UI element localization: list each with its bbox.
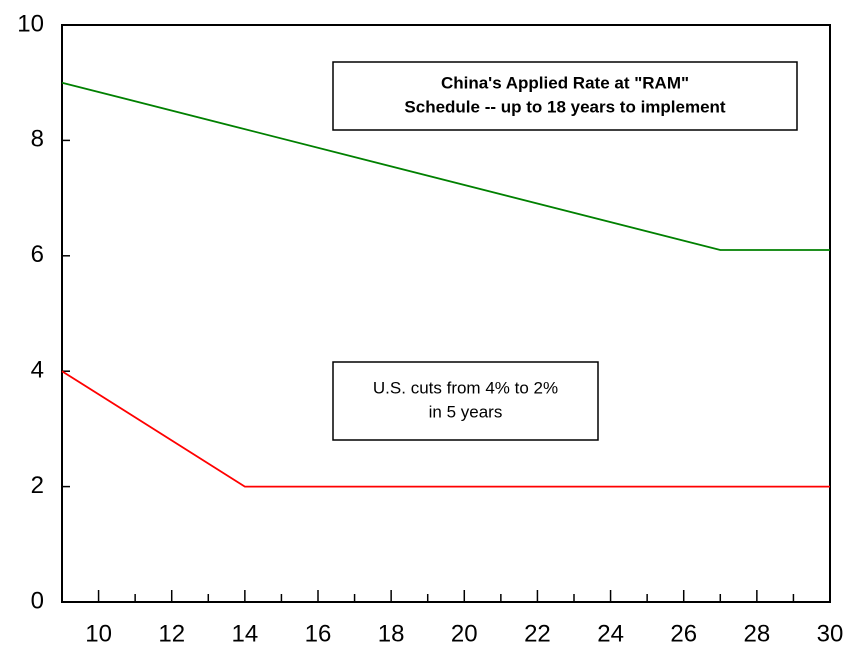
y-tick-label: 2 bbox=[31, 472, 44, 499]
x-tick-label: 10 bbox=[85, 620, 112, 647]
x-tick-label: 30 bbox=[817, 620, 844, 647]
x-tick-label: 28 bbox=[744, 620, 771, 647]
annotation-text: in 5 years bbox=[429, 402, 503, 421]
x-tick-label: 18 bbox=[378, 620, 405, 647]
annotation-text: Schedule -- up to 18 years to implement bbox=[404, 97, 726, 116]
annotation-box bbox=[332, 61, 798, 131]
annotation-box bbox=[332, 361, 599, 441]
y-tick-label: 8 bbox=[31, 126, 44, 153]
series-line bbox=[61, 81, 830, 251]
y-tick-label: 0 bbox=[31, 587, 44, 614]
y-tick-label: 10 bbox=[17, 10, 44, 37]
x-tick-label: 20 bbox=[451, 620, 478, 647]
annotation-text: China's Applied Rate at "RAM" bbox=[441, 73, 689, 92]
x-tick-label: 14 bbox=[232, 620, 259, 647]
x-tick-label: 24 bbox=[597, 620, 624, 647]
x-tick-label: 26 bbox=[670, 620, 697, 647]
x-tick-label: 22 bbox=[524, 620, 551, 647]
x-tick-label: 16 bbox=[305, 620, 332, 647]
plot-frame bbox=[61, 24, 831, 603]
y-tick-label: 6 bbox=[31, 241, 44, 268]
series-line bbox=[61, 370, 830, 488]
x-tick-label: 12 bbox=[158, 620, 185, 647]
y-tick-label: 4 bbox=[31, 357, 44, 384]
annotation-text: U.S. cuts from 4% to 2% bbox=[373, 378, 558, 397]
